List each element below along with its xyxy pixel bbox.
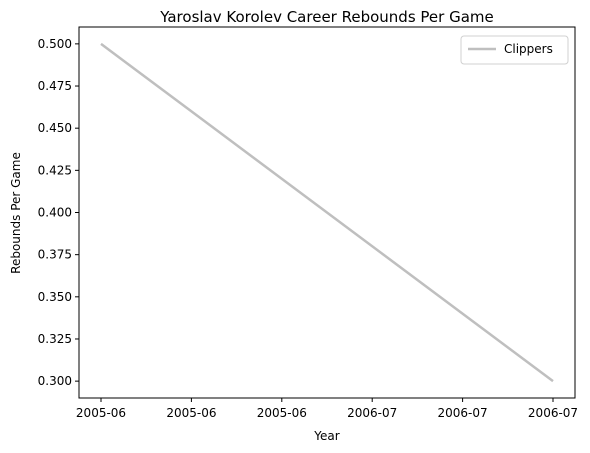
x-tick-label: 2006-07 [438, 406, 488, 420]
x-axis: 2005-06 2005-06 2005-06 2006-07 2006-07 2006-… [76, 398, 578, 420]
y-tick-label: 0.425 [38, 163, 72, 177]
x-tick-label: 2006-07 [347, 406, 397, 420]
y-tick-label: 0.475 [38, 79, 72, 93]
series-line-clippers [100, 42, 554, 383]
y-tick-label: 0.400 [38, 206, 72, 220]
y-tick-label: 0.500 [38, 37, 72, 51]
y-tick-label: 0.300 [38, 374, 72, 388]
chart-title: Yaroslav Korolev Career Rebounds Per Gam… [159, 8, 493, 26]
y-tick-label: 0.375 [38, 248, 72, 262]
x-axis-label: Year [313, 429, 339, 443]
legend-box [460, 35, 569, 65]
x-tick-label: 2005-06 [166, 406, 216, 420]
y-axis-label: Rebounds Per Game [9, 152, 23, 274]
y-axis: 0.300 0.325 0.350 0.375 0.400 0.425 0.450 0.475… [38, 37, 79, 388]
y-tick-label: 0.325 [38, 332, 72, 346]
x-tick-label: 2006-07 [528, 406, 578, 420]
x-tick-label: 2005-06 [76, 406, 126, 420]
legend-label-clippers: Clippers [504, 42, 553, 56]
y-tick-label: 0.450 [38, 121, 72, 135]
legend: Clippers [460, 35, 569, 65]
y-tick-label: 0.350 [38, 290, 72, 304]
x-tick-label: 2005-06 [257, 406, 307, 420]
series-lines [100, 42, 554, 383]
